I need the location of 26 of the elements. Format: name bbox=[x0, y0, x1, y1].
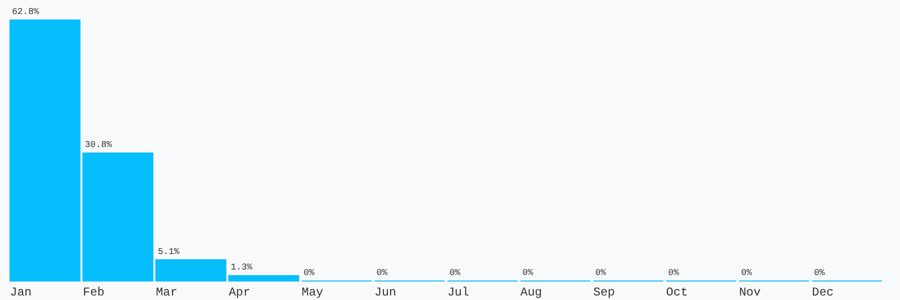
data-label: 0% bbox=[741, 268, 752, 278]
x-tick-label: Jun bbox=[374, 286, 396, 300]
data-label: 0% bbox=[595, 268, 607, 278]
x-tick-label: Oct bbox=[666, 286, 688, 300]
data-label: 0% bbox=[449, 268, 461, 278]
data-label: 30.8% bbox=[84, 140, 113, 150]
x-tick-label: Aug bbox=[520, 286, 542, 300]
x-tick-label: Apr bbox=[228, 286, 250, 300]
data-label: 0% bbox=[522, 268, 534, 278]
data-label: 1.3% bbox=[230, 262, 253, 273]
x-tick-label: Jul bbox=[447, 286, 470, 300]
x-tick-label: Nov bbox=[739, 286, 761, 300]
bar bbox=[10, 20, 80, 282]
data-label: 5.1% bbox=[158, 246, 180, 257]
x-tick-label: Mar bbox=[156, 286, 178, 300]
x-tick-label: Sep bbox=[593, 286, 615, 300]
data-label: 0% bbox=[814, 268, 826, 278]
x-tick-label: May bbox=[302, 286, 324, 300]
data-label: 62.8% bbox=[12, 7, 40, 17]
data-label: 0% bbox=[376, 268, 388, 278]
data-label: 0% bbox=[304, 268, 316, 278]
x-tick-label: Dec bbox=[812, 286, 834, 300]
bar bbox=[82, 152, 154, 282]
x-tick-label: Feb bbox=[82, 286, 105, 300]
data-label: 0% bbox=[668, 268, 680, 278]
x-tick-label: Jan bbox=[10, 286, 32, 300]
